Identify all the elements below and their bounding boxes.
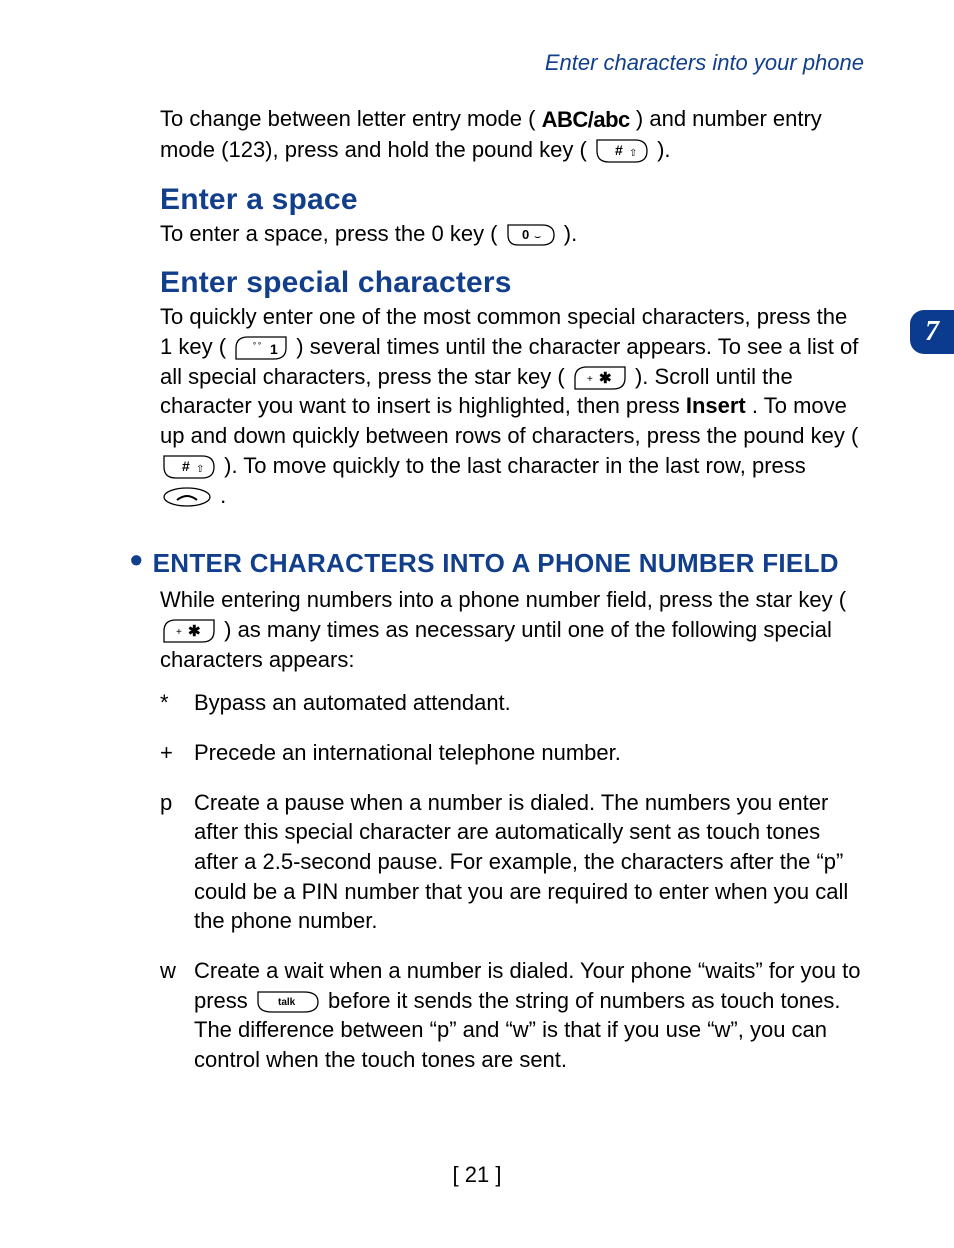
def-val: Create a pause when a number is dialed. … <box>194 788 864 936</box>
definition-list: * Bypass an automated attendant. + Prece… <box>160 688 864 1075</box>
star-key-icon: + ✱ <box>162 618 216 644</box>
para-special-chars: To quickly enter one of the most common … <box>160 302 864 510</box>
text: ). <box>564 221 577 246</box>
svg-text:✱: ✱ <box>188 623 201 640</box>
svg-text:⌣: ⌣ <box>534 231 541 243</box>
svg-text:#: # <box>182 458 190 474</box>
def-key: p <box>160 788 194 936</box>
para-enter-space: To enter a space, press the 0 key ( 0 ⌣ … <box>160 219 864 249</box>
heading-phone-field: ENTER CHARACTERS INTO A PHONE NUMBER FIE… <box>153 548 839 579</box>
pound-key-icon: # ⇧ <box>595 138 649 164</box>
text: To change between letter entry mode ( <box>160 106 535 131</box>
star-key-icon: + ✱ <box>573 365 627 391</box>
svg-text:⇧: ⇧ <box>196 464 204 475</box>
svg-text:0: 0 <box>522 227 529 242</box>
svg-text:talk: talk <box>278 997 296 1008</box>
def-key: + <box>160 738 194 768</box>
def-val: Create a wait when a number is dialed. Y… <box>194 956 864 1075</box>
svg-text:+: + <box>587 374 593 385</box>
talk-key-icon: talk <box>256 990 320 1014</box>
def-val: Bypass an automated attendant. <box>194 688 864 718</box>
text: ) as many times as necessary until one o… <box>160 617 832 672</box>
text: ). <box>657 137 670 162</box>
def-row-w: w Create a wait when a number is dialed.… <box>160 956 864 1075</box>
insert-label: Insert <box>686 393 746 418</box>
text: . <box>220 483 226 508</box>
bullet-icon: • <box>130 542 143 578</box>
para-entry-mode: To change between letter entry mode ( AB… <box>160 104 864 165</box>
svg-text:⇧: ⇧ <box>629 148 637 159</box>
pound-key-icon: # ⇧ <box>162 454 216 480</box>
def-key: w <box>160 956 194 1075</box>
abc-lower-icon: abc <box>593 105 629 135</box>
page: Enter characters into your phone To chan… <box>0 0 954 1248</box>
heading-phone-field-row: • ENTER CHARACTERS INTO A PHONE NUMBER F… <box>130 542 864 579</box>
up-key-icon <box>162 486 212 508</box>
svg-text:✱: ✱ <box>599 370 612 387</box>
svg-text:∘∘: ∘∘ <box>252 339 262 348</box>
abc-upper-icon: ABC <box>542 105 588 135</box>
page-number: [ 21 ] <box>0 1162 954 1188</box>
para-phone-field: While entering numbers into a phone numb… <box>160 585 864 674</box>
def-val: Precede an international telephone numbe… <box>194 738 864 768</box>
zero-key-icon: 0 ⌣ <box>506 223 556 247</box>
chapter-tab: 7 <box>910 310 954 354</box>
one-key-icon: ∘∘ 1 <box>234 335 288 361</box>
text: While entering numbers into a phone numb… <box>160 587 846 612</box>
def-row-star: * Bypass an automated attendant. <box>160 688 864 718</box>
svg-text:1: 1 <box>270 341 278 357</box>
heading-special-chars: Enter special characters <box>160 266 864 300</box>
text: To enter a space, press the 0 key ( <box>160 221 498 246</box>
svg-text:#: # <box>615 142 623 158</box>
heading-enter-space: Enter a space <box>160 183 864 217</box>
text: ). To move quickly to the last character… <box>224 453 806 478</box>
def-row-plus: + Precede an international telephone num… <box>160 738 864 768</box>
def-row-p: p Create a pause when a number is dialed… <box>160 788 864 936</box>
running-head: Enter characters into your phone <box>160 50 864 76</box>
def-key: * <box>160 688 194 718</box>
svg-text:+: + <box>176 627 182 638</box>
